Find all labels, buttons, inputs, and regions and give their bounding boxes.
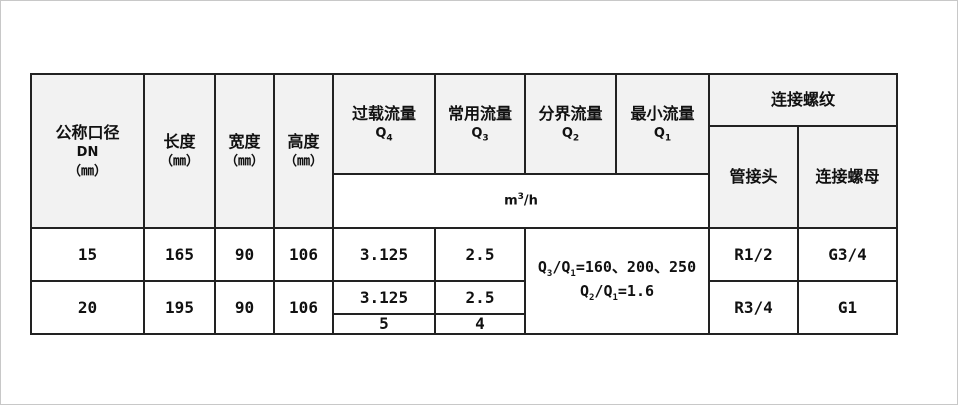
header-q4: 过载流量 Q4 (332, 73, 436, 175)
header-pipe-joint: 管接头 (708, 125, 799, 229)
flow-unit-rest: /h (523, 193, 538, 209)
ratio1-value: =160、200、250 (575, 257, 697, 276)
header-q3-sub: 3 (482, 133, 489, 144)
cell-pipe-joint: R1/2 (708, 227, 799, 282)
header-dn: 公称口径 DN （㎜） (30, 73, 145, 229)
cell-nut: G3/4 (797, 227, 898, 282)
header-thread: 连接螺纹 (708, 73, 898, 127)
header-nut-label: 连接螺母 (815, 167, 880, 187)
cell-q4: 3.125 (332, 280, 436, 315)
header-width: 宽度 （㎜） (214, 73, 275, 229)
header-q2-sub: 2 (572, 133, 580, 144)
header-q4-symbol: Q (375, 126, 387, 142)
header-dn-label: 公称口径 (55, 122, 120, 142)
header-width-label: 宽度 (228, 131, 261, 151)
header-length-label: 长度 (163, 131, 196, 151)
cell-height: 106 (273, 227, 334, 282)
cell-width: 90 (214, 280, 275, 335)
flow-unit-base: m (504, 193, 518, 209)
header-q4-sub: 4 (386, 133, 393, 144)
cell-length: 165 (143, 227, 216, 282)
cell-q3-alt: 4 (434, 313, 526, 335)
cell-q3: 2.5 (434, 280, 526, 315)
cell-length: 195 (143, 280, 216, 335)
cell-q4: 3.125 (332, 227, 436, 282)
header-width-unit: （㎜） (224, 154, 264, 170)
header-q1-sub: 1 (664, 133, 672, 144)
header-height: 高度 （㎜） (273, 73, 334, 229)
header-thread-label: 连接螺纹 (770, 90, 835, 110)
header-q2-symbol: Q (561, 126, 573, 142)
cell-ratios: Q3/Q1=160、200、250 Q2/Q1=1.6 (524, 227, 710, 335)
cell-width: 90 (214, 227, 275, 282)
header-q4-label: 过载流量 (351, 104, 416, 124)
ratio1-a: 3 (546, 268, 553, 279)
header-nut: 连接螺母 (797, 125, 898, 229)
ratio2-a: 2 (589, 293, 595, 303)
header-q1-symbol: Q (653, 126, 665, 142)
header-q1: 最小流量 Q1 (615, 73, 710, 175)
header-q3: 常用流量 Q3 (434, 73, 526, 175)
cell-q3: 2.5 (434, 227, 526, 282)
header-pipe-joint-label: 管接头 (729, 167, 778, 187)
header-dn-sub: DN (76, 144, 99, 160)
header-q3-label: 常用流量 (447, 104, 512, 124)
header-length: 长度 （㎜） (143, 73, 216, 229)
header-q1-label: 最小流量 (630, 104, 695, 124)
header-dn-unit: （㎜） (67, 163, 107, 179)
cell-q4-alt: 5 (332, 313, 436, 335)
ratio2-value: =1.6 (617, 282, 655, 300)
header-q2-label: 分界流量 (538, 104, 603, 124)
cell-dn: 15 (30, 227, 145, 282)
header-flow-unit: m3/h (332, 173, 710, 229)
cell-height: 106 (273, 280, 334, 335)
header-q2: 分界流量 Q2 (524, 73, 617, 175)
ratio2-b: 1 (612, 293, 618, 303)
cell-pipe-joint: R3/4 (708, 280, 799, 335)
cell-dn: 20 (30, 280, 145, 335)
flow-unit-exp: 3 (517, 191, 524, 202)
cell-nut: G1 (797, 280, 898, 335)
header-length-unit: （㎜） (159, 154, 199, 170)
ratio1-b: 1 (570, 268, 576, 279)
header-q3-symbol: Q (471, 126, 483, 142)
header-height-label: 高度 (287, 131, 320, 151)
header-height-unit: （㎜） (283, 154, 323, 170)
